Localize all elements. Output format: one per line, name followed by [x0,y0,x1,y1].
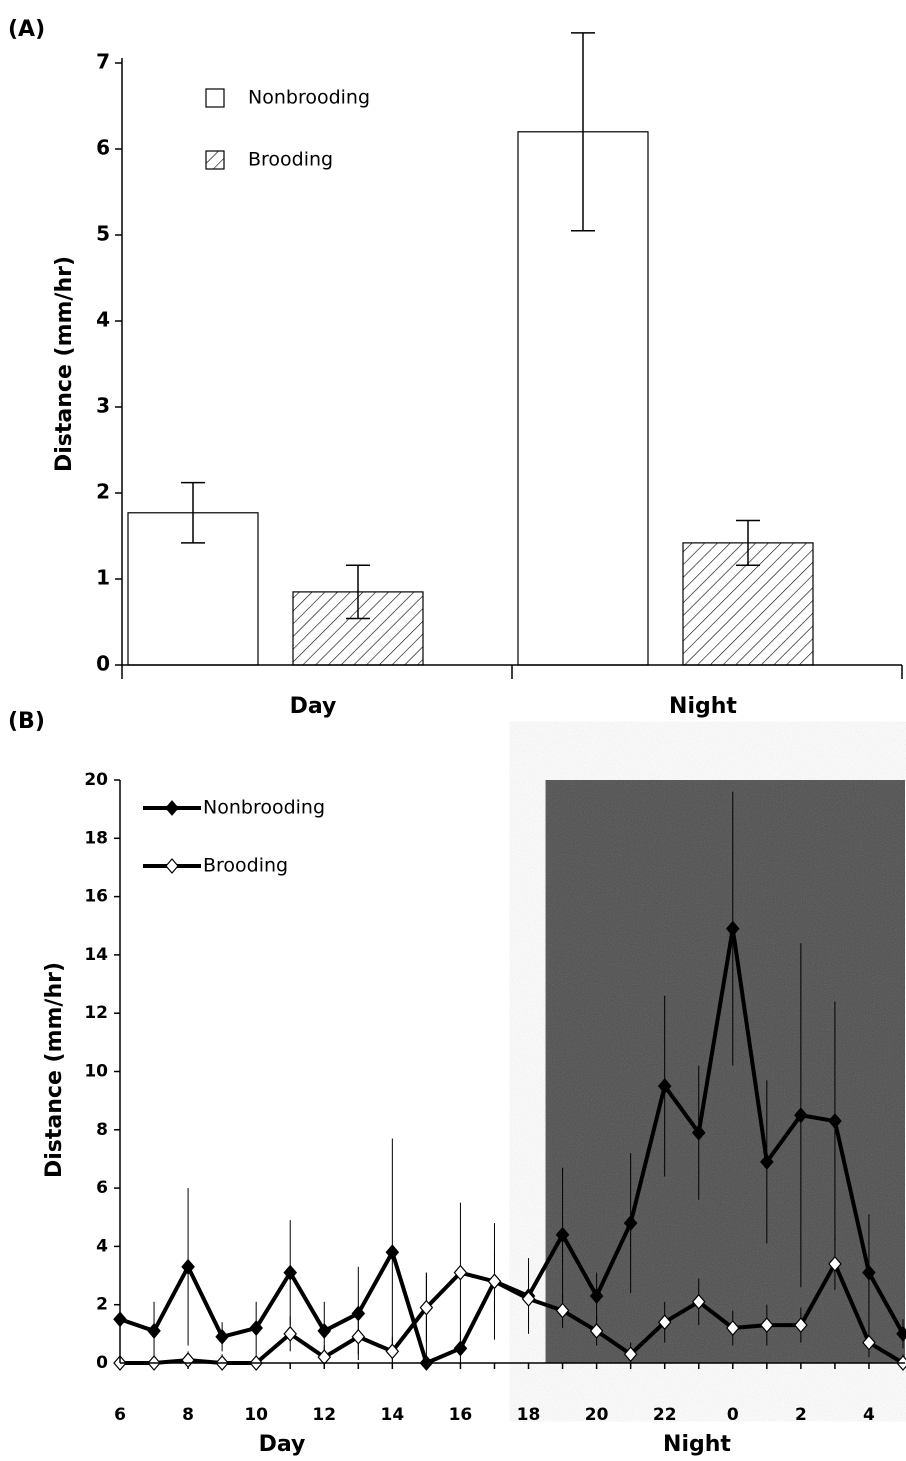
marker [453,1264,468,1281]
marker [215,1328,229,1345]
marker [555,1226,570,1243]
x-tick-label: 6 [114,1405,126,1425]
marker [896,1325,906,1342]
marker [555,1302,570,1319]
marker [691,1124,706,1141]
y-tick-label: 6 [96,1178,108,1198]
marker [862,1334,876,1351]
legend-label: Brooding [203,855,288,877]
x-tick-label: 0 [727,1405,739,1425]
legend-swatch [205,150,225,170]
error-bar [346,564,370,620]
error-bar [736,519,760,566]
y-tick-label: 2 [96,1295,108,1315]
error-bar [181,481,205,544]
marker [521,1290,536,1307]
y-tick-label: 3 [96,394,110,418]
marker [794,1107,808,1124]
x-group-label: Day [259,1432,306,1457]
marker [351,1328,366,1345]
x-tick-label: 12 [312,1405,336,1425]
y-tick-label: 5 [96,222,110,246]
legend-marker [165,800,179,816]
panel-label: (A) [8,17,45,42]
y-tick-label: 12 [84,1003,108,1023]
legend-label: Brooding [248,149,333,171]
y-tick-label: 1 [96,566,110,590]
legend-label: Nonbrooding [248,87,370,109]
x-tick-label: 14 [381,1405,405,1425]
y-tick-label: 8 [96,1120,108,1140]
x-tick-label: 8 [182,1405,194,1425]
marker [181,1258,195,1275]
legend-label: Nonbrooding [203,797,325,819]
x-tick-label: 2 [795,1405,807,1425]
marker [453,1340,468,1357]
x-tick-label: 18 [517,1405,541,1425]
marker [760,1317,774,1334]
night-grain [545,780,905,1363]
marker [317,1323,332,1339]
panel-label: (B) [8,709,45,734]
x-group-label: Night [663,1432,731,1457]
marker [623,1346,638,1363]
y-tick-label: 0 [96,652,110,676]
y-tick-label: 20 [84,770,108,790]
marker [419,1299,434,1316]
y-tick-label: 10 [84,1062,108,1082]
marker [385,1343,400,1360]
x-tick-label: Night [669,694,737,719]
marker [794,1317,808,1334]
marker [691,1293,706,1310]
marker [589,1323,604,1339]
marker [147,1323,161,1339]
marker [385,1244,400,1261]
marker [351,1305,366,1322]
marker [317,1349,332,1366]
marker [181,1352,195,1369]
x-tick-label: 4 [863,1405,875,1425]
y-tick-label: 4 [96,308,110,332]
marker [760,1153,774,1170]
y-tick-label: 0 [96,1353,108,1373]
marker [657,1078,672,1094]
error-bar [571,32,595,232]
marker [828,1255,842,1272]
y-tick-label: 4 [96,1236,108,1256]
y-tick-label: 14 [84,945,108,965]
marker [249,1320,263,1336]
x-tick-label: Day [290,694,337,719]
legend-marker [165,858,179,874]
y-tick-label: 2 [96,480,110,504]
marker [487,1273,502,1290]
marker [589,1288,604,1304]
y-tick-label: 7 [96,50,110,74]
x-tick-label: 10 [244,1405,268,1425]
marker [657,1314,672,1331]
x-tick-label: 20 [585,1405,609,1425]
x-tick-label: 16 [449,1405,473,1425]
y-tick-label: 16 [84,887,108,907]
marker [725,1320,740,1336]
y-tick-label: 6 [96,136,110,160]
y-tick-label: 18 [84,828,108,848]
marker [725,920,740,937]
marker [828,1113,842,1129]
x-tick-label: 22 [653,1405,677,1425]
y-axis-label: Distance (mm/hr) [52,256,77,472]
y-axis-label: Distance (mm/hr) [42,962,67,1178]
marker [283,1325,298,1342]
marker [283,1264,298,1281]
legend-swatch [205,88,225,108]
marker [862,1264,876,1281]
marker [623,1215,638,1232]
